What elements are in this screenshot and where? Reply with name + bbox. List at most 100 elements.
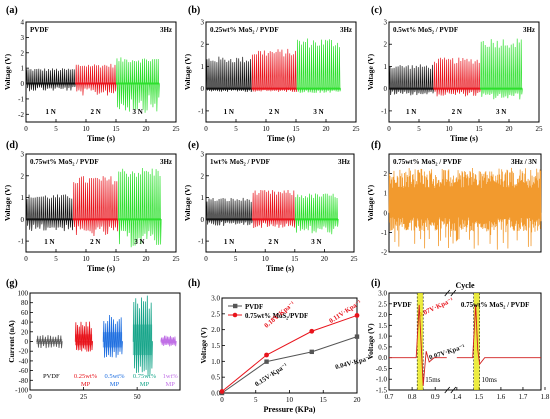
panel-i-panel-label: (i) bbox=[371, 278, 380, 289]
y-tick-label: 3 bbox=[201, 19, 205, 27]
y-tick-label: -1 bbox=[198, 107, 204, 115]
series-c-0: 1 N bbox=[389, 64, 434, 116]
segment-label: 3 N bbox=[496, 108, 506, 116]
y-tick-label: -0.5 bbox=[376, 365, 388, 373]
y-tick-label: 2 bbox=[201, 41, 205, 49]
right-material-label: 0.75wt% MoS₂ / PVDF bbox=[461, 301, 530, 309]
x-tick-label: 15 bbox=[113, 255, 121, 263]
panel-d-y-axis-label: Voltage (V) bbox=[3, 184, 12, 221]
x-tick-label: 5 bbox=[417, 125, 421, 133]
signal-trace bbox=[252, 189, 296, 229]
panel-h-panel-label: (h) bbox=[188, 278, 200, 289]
series-line bbox=[221, 314, 358, 392]
current-band bbox=[75, 334, 93, 346]
group-label-part: 0.75wt% bbox=[133, 373, 157, 380]
legend-marker bbox=[232, 312, 238, 318]
x-tick-label: 10 bbox=[263, 125, 271, 133]
panel-b-frequency: 3Hz bbox=[340, 26, 352, 34]
y-tick-label: 0.0 bbox=[211, 390, 220, 398]
data-point bbox=[264, 352, 269, 358]
x-tick-label: 20 bbox=[323, 125, 331, 133]
series-e-2: 3 N bbox=[294, 193, 339, 246]
signal-trace bbox=[480, 38, 523, 100]
panel-d-x-axis-label: Time (s) bbox=[87, 264, 115, 273]
group-label-part: MP bbox=[110, 381, 120, 388]
y-tick-label: 0 bbox=[25, 338, 29, 346]
x-tick-label: 25 bbox=[353, 125, 361, 133]
legend-label: 0.75wt% MoS₂/PVDF bbox=[245, 313, 308, 320]
y-tick-label: 3 bbox=[21, 34, 25, 42]
y-tick-label: -1 bbox=[18, 95, 24, 103]
signal-trace bbox=[294, 193, 339, 235]
y-tick-label: 100 bbox=[18, 290, 29, 298]
panel-c-frame bbox=[388, 21, 540, 123]
signal-trace bbox=[26, 68, 76, 92]
response-trace-left bbox=[389, 304, 447, 386]
legend-marker bbox=[233, 303, 238, 309]
panel-f-panel-label: (f) bbox=[371, 140, 381, 151]
x-tick-label: 15 bbox=[320, 396, 328, 404]
y-tick-label: 0.5 bbox=[211, 374, 220, 382]
group-label: 0.5wt% MP bbox=[104, 373, 125, 388]
x-tick-label: 5 bbox=[234, 125, 238, 133]
segment-label: 1 N bbox=[406, 108, 416, 116]
x-tick-label: 0 bbox=[204, 255, 208, 263]
y-tick-label: -20 bbox=[19, 348, 29, 356]
x-tick-label: 10 bbox=[83, 125, 91, 133]
y-tick-label: -1 bbox=[381, 229, 387, 237]
x-tick-label: 25 bbox=[173, 125, 181, 133]
panel-c-y-axis-label: Voltage (V) bbox=[366, 53, 375, 90]
segment-label: 3 N bbox=[132, 108, 142, 116]
y-tick-label: 0.5 bbox=[378, 343, 387, 351]
group-label-part: 1wt% bbox=[163, 373, 179, 380]
segment-label: 2 N bbox=[268, 238, 278, 246]
series-b-0: 1 N bbox=[206, 56, 253, 116]
sensitivity-series-1: 0.75wt% MoS₂/PVDF bbox=[219, 312, 360, 394]
signal-trace bbox=[389, 64, 434, 96]
y-tick-label: 2.5 bbox=[378, 300, 387, 308]
group-label: 0.25wt% MP bbox=[74, 373, 98, 388]
signal-trace bbox=[251, 48, 298, 93]
series-a-0: 1 N bbox=[26, 68, 76, 116]
panel-b-x-axis-label: Time (s) bbox=[267, 134, 295, 143]
segment-label: 1 N bbox=[224, 238, 234, 246]
panel-c-x-axis-label: Time (s) bbox=[450, 134, 478, 143]
x-tick-label: 15 bbox=[293, 125, 301, 133]
x-tick-label: 0.9 bbox=[431, 393, 440, 401]
y-tick-label: 0 bbox=[21, 216, 25, 224]
y-tick-label: 1 bbox=[201, 63, 205, 71]
x-tick-label: 0 bbox=[24, 255, 28, 263]
y-tick-label: 3 bbox=[384, 19, 388, 27]
panel-a-panel-label: (a) bbox=[6, 5, 18, 16]
response-highlight bbox=[473, 293, 480, 390]
current-group-3: 0.75wt% MP bbox=[132, 295, 157, 388]
group-label: 1wt% MP bbox=[163, 373, 179, 388]
segment-label: 2 N bbox=[90, 108, 100, 116]
y-tick-label: 1.0 bbox=[378, 333, 387, 341]
group-label-part: 0.5wt% bbox=[104, 373, 125, 380]
series-a-1: 2 N bbox=[75, 63, 117, 116]
x-tick-label: 20 bbox=[143, 255, 151, 263]
x-tick-label: 15 bbox=[476, 125, 484, 133]
response-time-label: 15ms bbox=[425, 376, 440, 384]
panel-a-x-axis-label: Time (s) bbox=[87, 134, 115, 143]
signal-trace bbox=[206, 56, 253, 93]
y-tick-label: 4 bbox=[21, 19, 25, 27]
panel-a-y-axis-label: Voltage (V) bbox=[3, 53, 12, 90]
y-tick-label: 1 bbox=[201, 194, 205, 202]
y-tick-label: 0 bbox=[384, 209, 388, 217]
y-tick-label: 3 bbox=[201, 151, 205, 159]
y-tick-label: 1 bbox=[384, 190, 388, 198]
axis-break-mark bbox=[444, 289, 451, 297]
y-tick-label: 0 bbox=[21, 80, 25, 88]
signal-trace bbox=[388, 167, 542, 250]
y-tick-label: 0 bbox=[384, 85, 388, 93]
y-tick-label: 0 bbox=[201, 216, 205, 224]
y-tick-label: -2 bbox=[18, 111, 24, 119]
segment-label: 2 N bbox=[269, 108, 279, 116]
group-label-part: 0.25wt% bbox=[74, 373, 98, 380]
y-tick-label: 1.0 bbox=[211, 358, 220, 366]
group-label-part: MP bbox=[140, 381, 150, 388]
x-tick-label: 0 bbox=[204, 125, 208, 133]
